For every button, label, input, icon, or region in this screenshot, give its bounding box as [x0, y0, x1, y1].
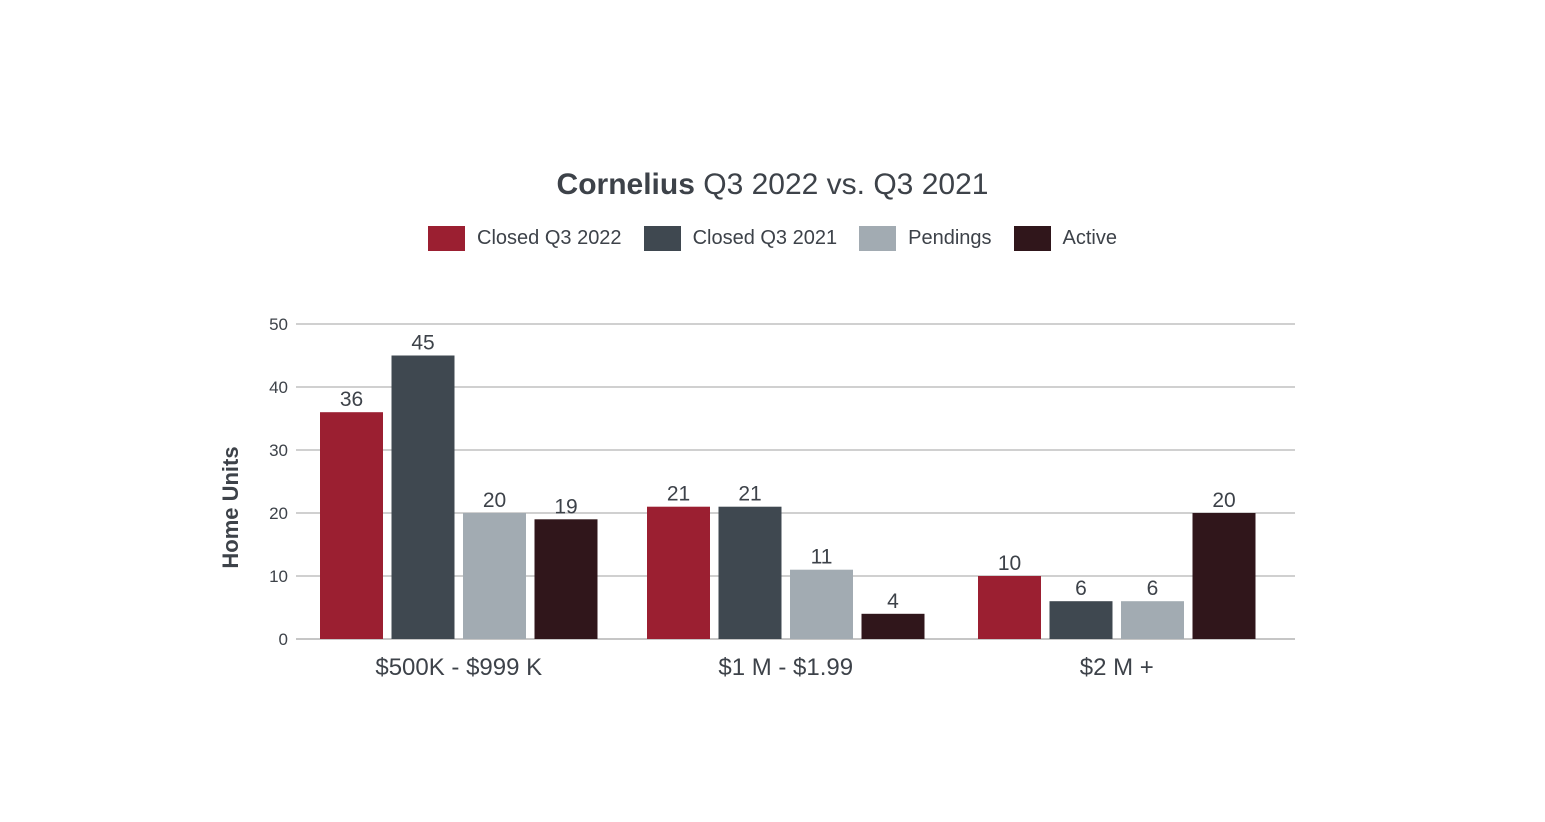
legend-label: Closed Q3 2022	[477, 227, 622, 249]
legend-label: Closed Q3 2021	[692, 227, 838, 249]
legend-swatch	[859, 226, 897, 251]
legend-swatch	[643, 226, 681, 251]
bar	[534, 519, 598, 639]
x-tick-label: $2 M +	[1080, 654, 1154, 681]
bar	[320, 412, 383, 639]
data-label: 10	[998, 552, 1021, 575]
legend-swatch	[1013, 226, 1051, 251]
x-tick-label: $500K - $999 K	[375, 654, 542, 681]
data-label: 4	[887, 590, 899, 613]
bar	[861, 613, 925, 639]
y-tick-label: 50	[269, 315, 288, 334]
bar	[978, 576, 1041, 639]
bar	[1192, 513, 1256, 639]
bar	[1049, 601, 1113, 639]
bar	[463, 513, 526, 639]
chart-title-bold: Cornelius	[556, 168, 695, 201]
bar	[391, 355, 455, 639]
data-label: 20	[1212, 489, 1235, 512]
y-tick-label: 10	[269, 567, 288, 586]
data-label: 36	[340, 388, 363, 411]
data-label: 45	[411, 332, 434, 355]
y-tick-label: 20	[269, 504, 288, 523]
y-tick-label: 0	[279, 630, 288, 649]
y-axis-label: Home Units	[218, 446, 243, 568]
legend-item-pendings: Pendings	[859, 226, 992, 251]
data-label: 20	[483, 489, 506, 512]
y-tick-label: 30	[269, 441, 288, 460]
data-label: 19	[554, 495, 577, 518]
data-label: 11	[811, 546, 833, 569]
bar	[790, 569, 853, 639]
data-label: 6	[1075, 577, 1087, 600]
y-tick-label: 40	[269, 378, 288, 397]
legend: Closed Q3 2022 Closed Q3 2021 Pendings A…	[0, 226, 1545, 251]
data-label: 21	[738, 483, 761, 506]
legend-item-closed-q3-2022: Closed Q3 2022	[428, 226, 622, 251]
data-label: 6	[1147, 577, 1159, 600]
legend-label: Pendings	[908, 227, 992, 249]
legend-item-closed-q3-2021: Closed Q3 2021	[643, 226, 838, 251]
legend-swatch	[428, 226, 466, 251]
legend-item-active: Active	[1013, 226, 1117, 251]
data-label: 21	[667, 483, 690, 506]
bar	[1121, 601, 1184, 639]
chart-title-rest: Q3 2022 vs. Q3 2021	[694, 168, 989, 201]
legend-label: Active	[1062, 227, 1117, 249]
bar	[647, 506, 710, 639]
bar	[718, 506, 782, 639]
x-tick-label: $1 M - $1.99	[718, 654, 853, 681]
chart-title: Cornelius Q3 2022 vs. Q3 2021	[0, 168, 1545, 202]
